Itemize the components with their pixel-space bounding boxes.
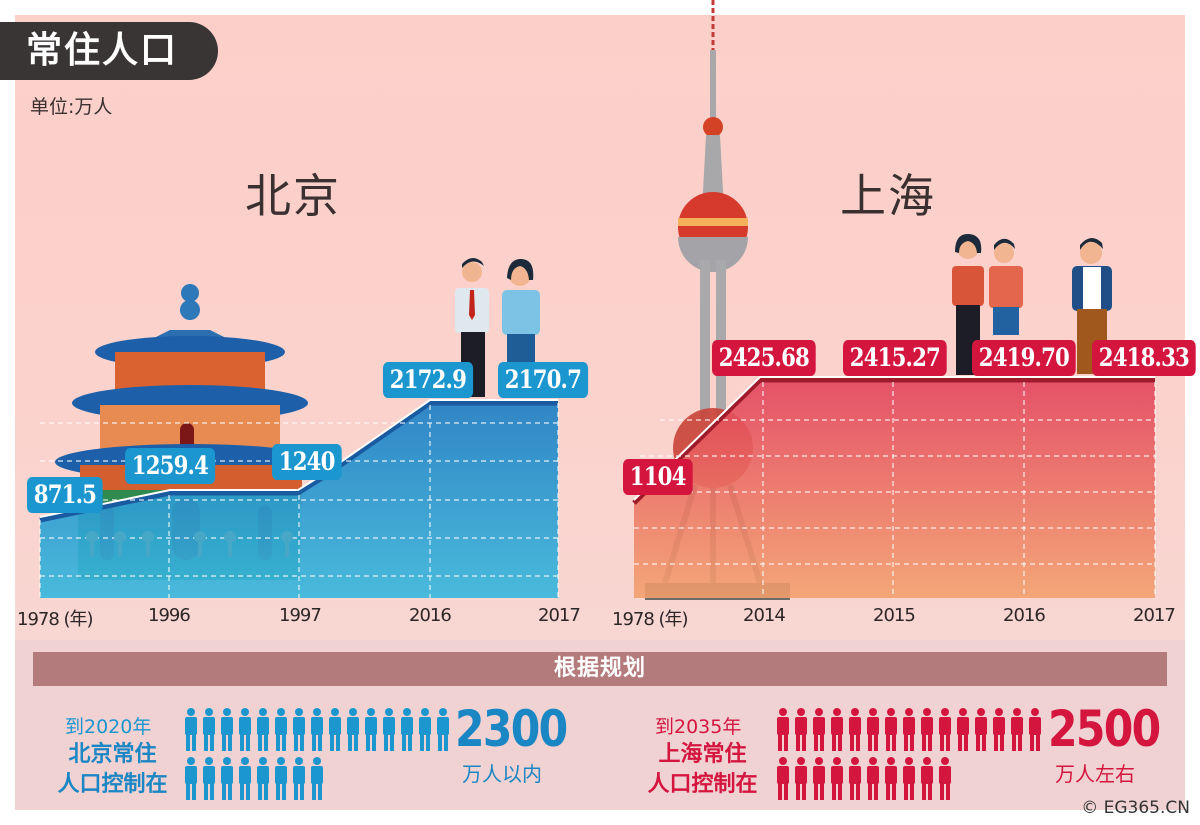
person-icon (921, 757, 933, 800)
person-icon (813, 708, 825, 751)
person-icon (1029, 708, 1041, 751)
shanghai-plan-target: 2500 (1048, 700, 1161, 758)
shanghai-value-2014: 2425.68 (712, 340, 816, 376)
shanghai-tick-2014: 2014 (743, 605, 786, 626)
beijing-tick-1996: 1996 (148, 605, 191, 626)
beijing-plan-unit: 万人以内 (462, 762, 542, 786)
shanghai-value-2017: 2418.33 (1092, 340, 1196, 376)
person-icon (993, 708, 1005, 751)
person-icon (903, 757, 915, 800)
beijing-value-1997: 1240 (272, 444, 342, 480)
person-icon (849, 708, 861, 751)
person-icon (939, 708, 951, 751)
person-icon (329, 708, 341, 751)
beijing-tick-2017: 2017 (538, 605, 581, 626)
person-icon (831, 708, 843, 751)
person-icon (293, 708, 305, 751)
shanghai-people-row-2 (775, 756, 953, 800)
beijing-tick-1978: 1978 (年) (17, 609, 94, 630)
person-icon (275, 757, 287, 800)
person-icon (921, 708, 933, 751)
person-icon (831, 757, 843, 800)
beijing-tick-2016: 2016 (409, 605, 452, 626)
person-icon (383, 708, 395, 751)
person-icon (849, 757, 861, 800)
beijing-people-row-1 (183, 707, 451, 751)
beijing-value-2017: 2170.7 (498, 362, 588, 398)
person-icon (437, 708, 449, 751)
shanghai-title: 上海 (840, 169, 936, 223)
person-icon (347, 708, 359, 751)
copyright: © EG365.CN (1081, 798, 1190, 818)
shanghai-area (634, 380, 1155, 598)
shanghai-plan-unit: 万人左右 (1055, 762, 1135, 786)
beijing-plan-desc-line1: 北京常住 (68, 742, 157, 767)
person-icon (939, 757, 951, 800)
person-icon (1011, 708, 1023, 751)
person-icon (239, 757, 251, 800)
person-icon (867, 757, 879, 800)
person-icon (365, 708, 377, 751)
person-icon (221, 708, 233, 751)
beijing-plan-year: 到2020年 (65, 716, 152, 738)
person-icon (813, 757, 825, 800)
shanghai-people-row-1 (775, 707, 1043, 751)
shanghai-plan-desc-line2: 人口控制在 (647, 772, 758, 797)
shanghai-plan-desc: 上海常住 人口控制在 (635, 740, 770, 800)
beijing-plan-desc-line2: 人口控制在 (57, 772, 168, 797)
beijing-tick-1997: 1997 (279, 605, 322, 626)
person-icon (777, 757, 789, 800)
beijing-plan-target: 2300 (455, 700, 568, 758)
person-icon (311, 708, 323, 751)
shanghai-tick-2016: 2016 (1003, 605, 1046, 626)
person-icon (419, 708, 431, 751)
person-icon (221, 757, 233, 800)
shanghai-plan-desc-line1: 上海常住 (658, 742, 747, 767)
beijing-title: 北京 (245, 169, 341, 223)
beijing-value-2016: 2172.9 (383, 362, 473, 398)
person-icon (885, 757, 897, 800)
person-icon (239, 708, 251, 751)
person-icon (867, 708, 879, 751)
beijing-people-row-2 (183, 756, 325, 800)
beijing-value-1996: 1259.4 (125, 448, 215, 484)
person-icon (257, 708, 269, 751)
person-icon (185, 757, 197, 800)
person-icon (257, 757, 269, 800)
person-icon (203, 708, 215, 751)
person-icon (885, 708, 897, 751)
beijing-plan-desc: 北京常住 人口控制在 (45, 740, 180, 800)
page-title: 常住人口 (0, 22, 218, 80)
person-icon (275, 708, 287, 751)
shanghai-value-1978: 1104 (623, 459, 693, 495)
person-icon (957, 708, 969, 751)
person-icon (777, 708, 789, 751)
beijing-value-1978: 871.5 (27, 477, 103, 513)
person-icon (401, 708, 413, 751)
shanghai-tick-2017: 2017 (1133, 605, 1176, 626)
person-icon (975, 708, 987, 751)
person-icon (203, 757, 215, 800)
shanghai-tick-2015: 2015 (873, 605, 916, 626)
shanghai-plan-year: 到2035年 (655, 716, 742, 738)
shanghai-value-2015: 2415.27 (843, 340, 947, 376)
person-icon (795, 708, 807, 751)
person-icon (185, 708, 197, 751)
person-icon (903, 708, 915, 751)
shanghai-value-2016: 2419.70 (972, 340, 1076, 376)
shanghai-tick-1978: 1978 (年) (612, 609, 689, 630)
person-icon (795, 757, 807, 800)
person-icon (311, 757, 323, 800)
plan-heading: 根据规划 (33, 652, 1167, 686)
person-icon (293, 757, 305, 800)
unit-label: 单位:万人 (30, 96, 113, 118)
